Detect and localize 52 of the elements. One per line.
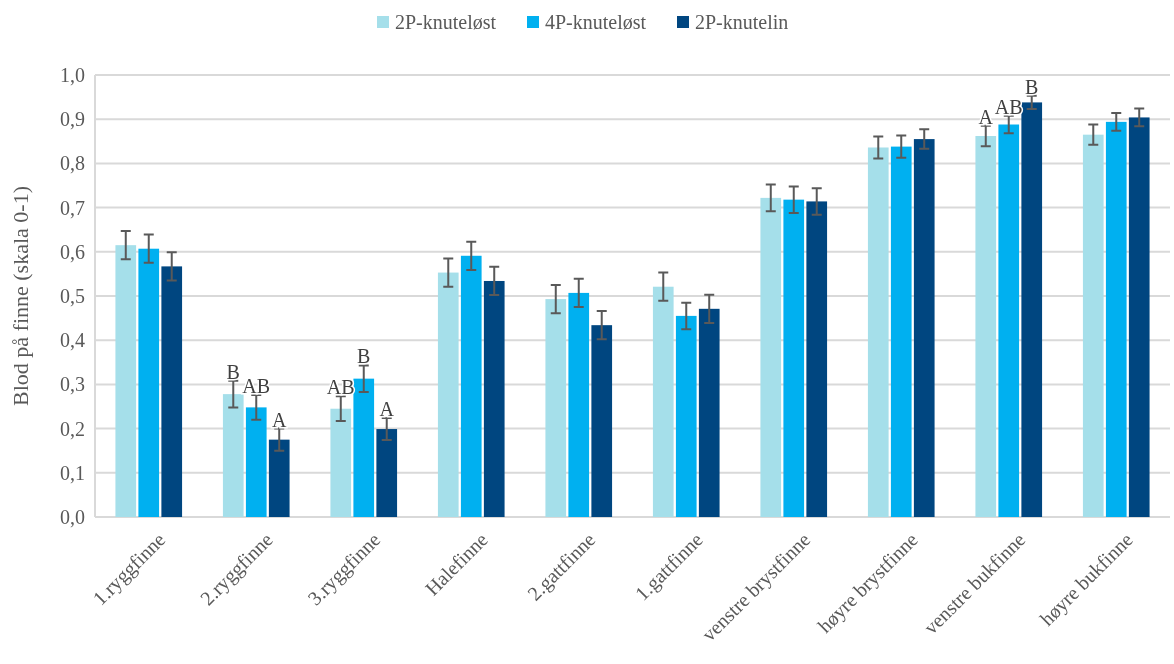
bar	[460, 255, 482, 517]
bar	[568, 292, 590, 517]
legend-label: 4P-knuteløst	[545, 11, 647, 33]
bar	[483, 280, 505, 517]
bar	[652, 286, 674, 517]
bar	[591, 325, 613, 517]
y-tick-label: 0,1	[60, 461, 85, 484]
bar	[998, 124, 1020, 517]
y-tick-label: 0,9	[60, 108, 85, 131]
bar	[1082, 134, 1104, 517]
data-label: AB	[242, 375, 271, 398]
data-label: A	[272, 408, 288, 431]
bar	[760, 197, 782, 517]
y-tick-label: 1,0	[60, 64, 85, 86]
bar	[698, 308, 720, 517]
bar	[1021, 102, 1043, 517]
y-tick-label: 0,5	[60, 285, 85, 307]
bar	[245, 407, 267, 517]
bar	[222, 394, 244, 517]
bar	[138, 248, 160, 517]
y-tick-label: 0,4	[60, 329, 85, 352]
bar	[437, 272, 459, 517]
bar	[545, 299, 567, 517]
bar	[268, 439, 290, 517]
bar	[115, 245, 137, 517]
bar	[806, 201, 828, 517]
data-label: B	[357, 345, 371, 368]
bar	[1105, 121, 1127, 517]
data-label: B	[1025, 75, 1039, 98]
data-label: A	[379, 397, 395, 420]
legend-label: 2P-knuteløst	[395, 11, 497, 33]
legend-label: 2P-knutelin	[695, 11, 789, 33]
y-tick-label: 0,2	[60, 417, 85, 440]
bar	[913, 139, 935, 517]
bar	[975, 136, 997, 517]
bar	[890, 146, 912, 517]
y-tick-label: 0,6	[60, 240, 85, 263]
bar	[867, 147, 889, 517]
bar	[161, 266, 183, 517]
data-label: A	[978, 105, 994, 128]
bar	[353, 378, 375, 517]
y-tick-label: 0,7	[60, 196, 85, 219]
bar	[783, 199, 805, 517]
bar	[330, 408, 352, 517]
bar	[1128, 117, 1150, 517]
y-tick-label: 0,8	[60, 152, 85, 175]
y-axis-title: Blod på finne (skala 0-1)	[8, 186, 33, 406]
bar	[675, 315, 697, 517]
y-tick-label: 0,3	[60, 373, 85, 396]
data-label: B	[226, 360, 240, 383]
bar	[376, 429, 398, 517]
y-tick-label: 0,0	[60, 506, 85, 528]
